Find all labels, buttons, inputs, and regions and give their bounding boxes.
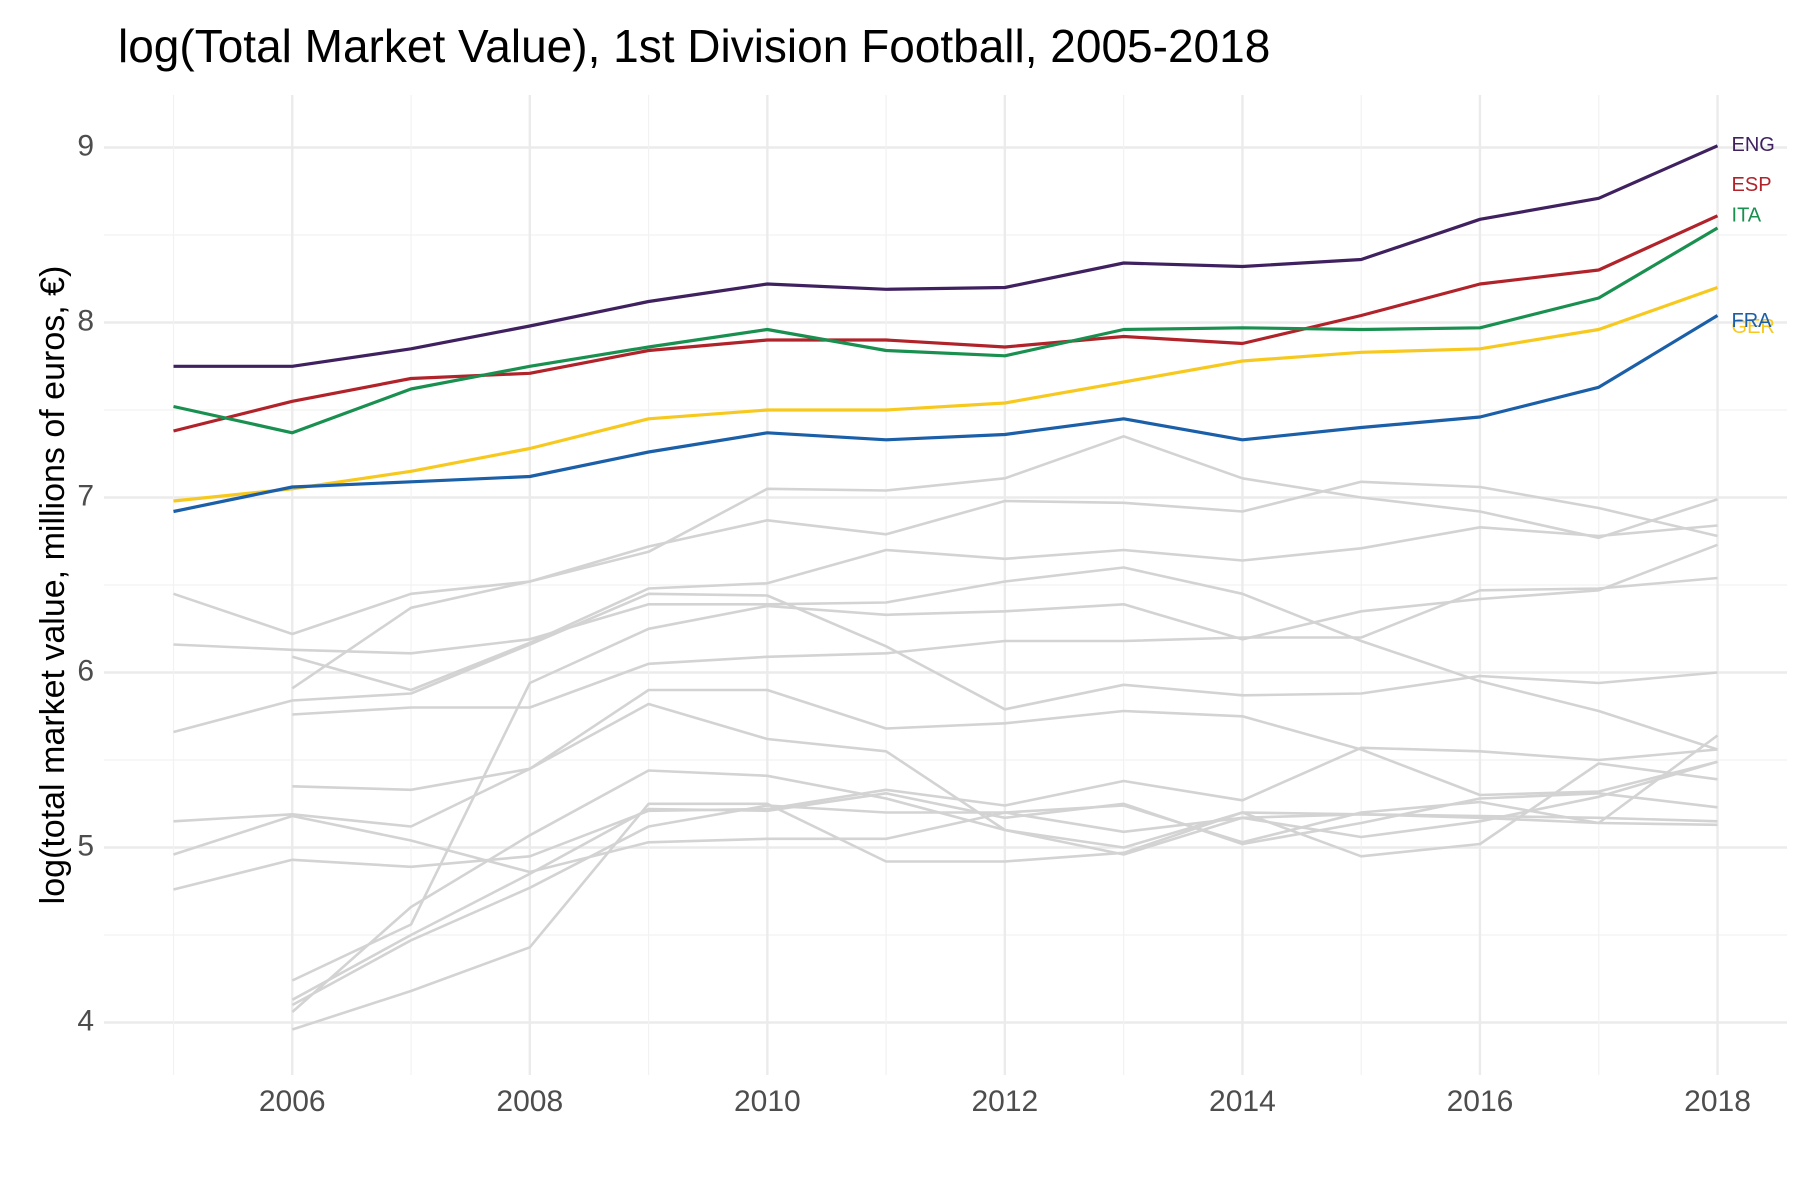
background-series-line-4 (173, 702, 1719, 849)
series-line-ita (173, 226, 1719, 435)
y-axis-ticks: 4 5 6 7 8 9 (77, 129, 94, 1037)
background-series-line-15 (291, 762, 1718, 1031)
y-tick-label: 4 (77, 1004, 94, 1037)
x-tick-label: 2018 (1684, 1085, 1751, 1118)
x-tick-label: 2014 (1209, 1085, 1276, 1118)
series-label-ger: GER (1732, 316, 1775, 338)
background-series-line-10 (292, 688, 1718, 797)
series-line-ger (173, 285, 1719, 503)
background-series-line-11 (291, 543, 1718, 982)
chart-title: log(Total Market Value), 1st Division Fo… (118, 20, 1270, 72)
background-series-line-12 (291, 792, 1718, 1001)
x-tick-label: 2012 (972, 1085, 1039, 1118)
grid (104, 95, 1787, 1075)
background-series-line-14 (291, 769, 1718, 1013)
background-series-line-9 (292, 576, 1718, 716)
y-tick-label: 8 (77, 304, 94, 337)
background-series-line-2 (173, 566, 1718, 751)
series-line-eng (173, 144, 1719, 368)
background-series-line-7 (291, 524, 1718, 692)
series-label-ita: ITA (1732, 204, 1762, 226)
y-axis-label: log(total market value, millions of euro… (34, 266, 72, 905)
y-tick-label: 7 (77, 479, 94, 512)
y-tick-label: 6 (77, 654, 94, 687)
series-label-eng: ENG (1732, 134, 1775, 156)
x-axis-ticks: 2006 2008 2010 2012 2014 2016 2018 (259, 1085, 1751, 1118)
x-tick-label: 2006 (259, 1085, 326, 1118)
y-tick-label: 5 (77, 829, 94, 862)
x-tick-label: 2016 (1447, 1085, 1514, 1118)
x-tick-label: 2010 (734, 1085, 801, 1118)
background-series-line-1 (173, 480, 1718, 636)
y-tick-label: 9 (77, 129, 94, 162)
background-series-lines (173, 435, 1719, 1031)
background-series-line-8 (291, 435, 1718, 690)
series-label-esp: ESP (1732, 174, 1772, 196)
highlighted-series-lines (173, 144, 1719, 514)
series-line-fra (173, 314, 1719, 514)
background-series-line-13 (291, 800, 1718, 1007)
background-series-line-6 (173, 746, 1718, 891)
x-tick-label: 2008 (496, 1085, 563, 1118)
background-series-line-5 (173, 760, 1718, 874)
series-label-fra: FRA (1732, 310, 1773, 332)
background-series-line-3 (173, 592, 1718, 734)
series-line-esp (173, 214, 1719, 433)
